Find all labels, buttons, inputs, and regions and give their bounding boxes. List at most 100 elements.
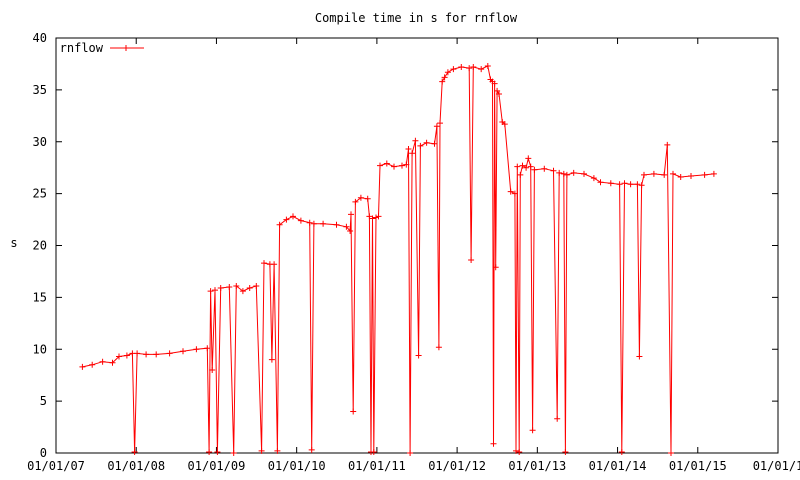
data-point (701, 171, 708, 178)
data-point (348, 211, 354, 218)
data-point (239, 288, 246, 295)
y-tick-label: 20 (33, 239, 47, 253)
series-group (79, 63, 717, 456)
data-point (423, 139, 430, 146)
data-point (491, 80, 498, 87)
data-point (664, 141, 671, 148)
data-point (391, 163, 397, 170)
x-tick-label: 01/01/12 (428, 459, 486, 473)
data-point (134, 350, 141, 357)
data-point (320, 220, 327, 227)
data-point (638, 182, 645, 189)
data-point (209, 367, 216, 373)
data-point (517, 171, 524, 178)
chart-title: Compile time in s for rnflow (315, 11, 518, 25)
data-point (99, 358, 106, 365)
data-point (570, 169, 577, 176)
data-point (109, 359, 116, 366)
x-tick-label: 01/01/08 (107, 459, 165, 473)
data-point (541, 165, 548, 172)
series-line (82, 65, 714, 454)
data-point (554, 415, 561, 422)
data-point (116, 353, 122, 360)
data-point (668, 450, 674, 456)
data-point (399, 162, 405, 169)
data-point (435, 344, 442, 351)
data-point (415, 352, 422, 359)
data-point (523, 164, 530, 171)
x-tick-label: 01/01/09 (188, 459, 246, 473)
y-tick-label: 25 (33, 187, 47, 201)
data-point (306, 219, 313, 226)
data-point (688, 173, 694, 179)
data-point (492, 264, 499, 271)
y-tick-label: 15 (33, 290, 47, 304)
data-point (437, 120, 443, 127)
data-point (529, 427, 536, 434)
legend: rnflow (60, 41, 144, 55)
x-tick-label: 01/01/15 (669, 459, 727, 473)
data-point (431, 140, 438, 147)
legend-marker (123, 45, 129, 51)
data-point (478, 66, 485, 73)
data-point (661, 171, 668, 178)
data-point (412, 137, 419, 144)
data-point (468, 257, 475, 263)
x-tick-label: 01/01/1 (753, 459, 800, 473)
y-tick-label: 40 (33, 31, 47, 45)
data-point (501, 121, 508, 128)
data-point (641, 171, 647, 178)
x-tick-label: 01/01/07 (27, 459, 85, 473)
data-point (246, 285, 253, 291)
data-point (308, 446, 315, 453)
data-point (470, 64, 477, 70)
data-point (123, 352, 130, 359)
data-point (466, 65, 473, 72)
data-point (417, 142, 424, 149)
data-point (143, 351, 150, 358)
data-point (407, 450, 414, 456)
data-point (621, 180, 628, 187)
data-point (525, 155, 532, 162)
data-point (550, 167, 557, 174)
data-point (261, 260, 267, 267)
data-point (131, 449, 138, 455)
data-point (484, 63, 491, 69)
data-point (383, 160, 390, 167)
data-point (616, 181, 623, 188)
data-point (290, 213, 296, 220)
data-point (677, 174, 684, 180)
data-point (166, 350, 173, 357)
data-point (350, 408, 357, 415)
data-point (297, 217, 304, 224)
data-point (153, 351, 160, 358)
y-tick-label: 30 (33, 135, 47, 149)
data-point (375, 213, 382, 220)
data-point (458, 64, 465, 70)
data-point (650, 170, 657, 177)
data-point (79, 363, 86, 370)
data-point (347, 228, 354, 234)
x-tick-label: 01/01/10 (268, 459, 326, 473)
data-point (370, 449, 377, 455)
data-point (514, 163, 521, 170)
data-point (214, 449, 221, 455)
data-point (258, 447, 265, 454)
data-point (516, 449, 523, 455)
data-point (217, 285, 224, 291)
data-point (439, 78, 446, 85)
data-point (444, 69, 451, 76)
data-point (253, 283, 260, 289)
data-point (494, 87, 501, 94)
x-tick-label: 01/01/14 (589, 459, 647, 473)
data-point (352, 198, 359, 205)
data-point (519, 162, 526, 169)
data-point (581, 170, 587, 177)
data-point (618, 449, 625, 455)
data-point (563, 171, 570, 178)
data-point (207, 288, 214, 295)
data-point (597, 179, 604, 186)
data-point (357, 194, 364, 201)
data-point (634, 181, 641, 188)
